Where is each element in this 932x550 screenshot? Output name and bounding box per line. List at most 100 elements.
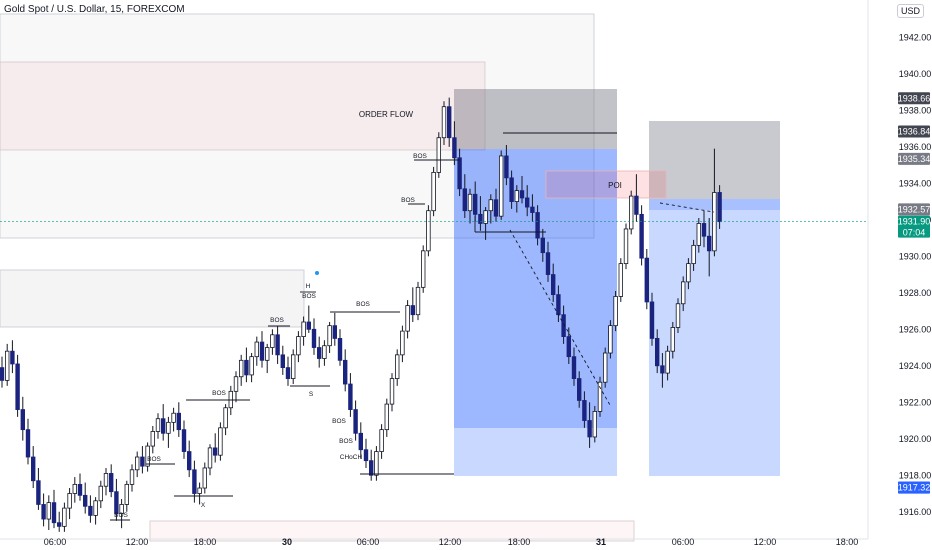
candle-body [337, 338, 343, 361]
candle [717, 185, 722, 229]
price-tag-label: 1936.84 [898, 127, 931, 137]
candle-body [353, 409, 358, 434]
candle-body [655, 338, 660, 367]
candle-body [681, 281, 686, 305]
candle-body [181, 429, 187, 452]
candle [176, 402, 181, 437]
candle-body [457, 157, 462, 190]
price-tag-countdown: 07:04 [903, 228, 926, 238]
zones [0, 13, 780, 542]
candle-body [551, 274, 556, 296]
candle [358, 422, 363, 459]
candle [233, 371, 239, 403]
candle-body [342, 359, 348, 385]
candle-body [98, 485, 103, 502]
candle [629, 190, 634, 235]
candle-body [561, 314, 566, 337]
time-tick-label: 06:00 [357, 537, 380, 547]
candle [322, 340, 327, 366]
candle-body [228, 390, 233, 409]
candle [207, 444, 213, 476]
price-tag-label: 1931.90 [898, 217, 931, 227]
candle [545, 241, 551, 282]
zone-range-small [0, 269, 305, 328]
candle-body [509, 177, 514, 202]
candle-body [166, 421, 171, 434]
candle-body [280, 354, 285, 369]
annotation-label: CHoCH [340, 454, 363, 461]
candle-body [306, 321, 311, 330]
candle-body [332, 325, 337, 339]
candle [603, 347, 608, 388]
price-tick-label: 1916.00 [899, 507, 932, 517]
candle [660, 353, 665, 388]
candle-body [171, 412, 176, 423]
candle-body [488, 199, 493, 212]
candle [577, 371, 582, 408]
annotation-label: BOS [212, 390, 226, 397]
candle-body [394, 354, 400, 379]
candle-body [155, 418, 161, 432]
candle [701, 210, 707, 248]
candle [145, 442, 150, 472]
candle-body [322, 345, 327, 359]
candle-body [311, 328, 317, 348]
annotation-label: BOS [147, 456, 161, 463]
candle-body [535, 212, 540, 239]
candle-body [670, 327, 675, 352]
candle-body [623, 228, 629, 265]
candle-body [462, 188, 467, 212]
candle-body [150, 431, 155, 447]
candle-body [592, 411, 597, 438]
candle [597, 376, 603, 417]
candle-body [197, 487, 202, 494]
currency-button[interactable]: USD [896, 4, 924, 18]
candle-body [249, 356, 254, 376]
candle-body [10, 350, 15, 365]
time-tick-label: 18:00 [836, 537, 859, 547]
candle-body [379, 429, 384, 452]
candle [244, 347, 249, 383]
candle [254, 336, 259, 366]
price-tick-label: 1928.00 [899, 288, 932, 298]
candle [592, 405, 597, 443]
candle [155, 413, 161, 439]
annotation-label: BOS [401, 197, 415, 204]
candle-body [530, 206, 535, 213]
poi-zone [545, 170, 667, 199]
annotation-label: X [201, 502, 206, 509]
candle-body [686, 263, 691, 283]
annotation-label: S [309, 391, 314, 398]
candle [462, 174, 467, 218]
candle [290, 349, 296, 385]
candle [171, 407, 176, 432]
candle-body [660, 365, 665, 374]
zone-order-flow [0, 61, 486, 151]
candle-body [618, 263, 623, 297]
candle [410, 287, 415, 322]
price-tag-label: 1917.32 [898, 483, 931, 493]
candle [306, 305, 311, 333]
candle-body [124, 483, 129, 505]
candle-body [254, 341, 259, 358]
candle [431, 166, 436, 217]
candle [488, 194, 493, 224]
candle [681, 276, 686, 312]
candle [228, 385, 233, 416]
zone-bottom [149, 520, 635, 542]
candle [498, 150, 504, 220]
candle [649, 292, 655, 346]
candle [212, 433, 218, 463]
candle [83, 482, 88, 514]
candle [88, 495, 93, 523]
price-tag: 1932.57 [898, 203, 930, 216]
candle [353, 400, 358, 441]
candle [405, 300, 410, 339]
time-tick-label: 12:00 [126, 537, 149, 547]
candle-body [504, 155, 509, 179]
candle-body [441, 106, 447, 139]
candle [124, 480, 129, 512]
candle-body [192, 469, 197, 494]
annotation-label: BOS [302, 293, 316, 300]
